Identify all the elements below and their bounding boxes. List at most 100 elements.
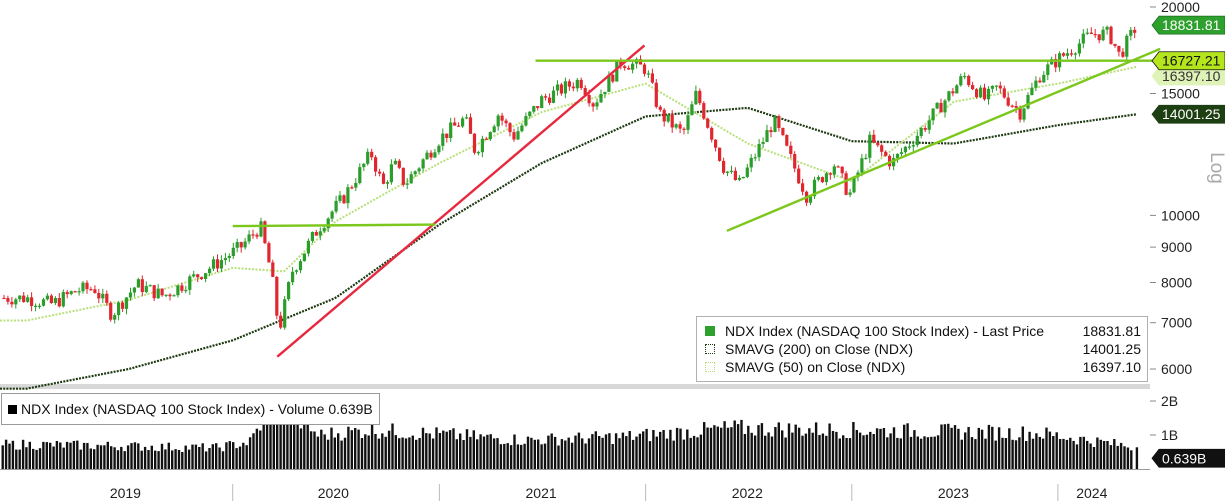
volume-bar bbox=[560, 439, 564, 469]
candle-body bbox=[769, 130, 773, 133]
candle-body bbox=[955, 85, 959, 94]
volume-bar bbox=[1126, 447, 1130, 469]
volume-bar bbox=[86, 443, 89, 469]
volume-bar bbox=[875, 428, 879, 469]
candle-body bbox=[121, 302, 125, 309]
candle-body bbox=[599, 94, 603, 103]
candle-body bbox=[623, 66, 627, 68]
candle-body bbox=[504, 120, 508, 124]
volume-bar bbox=[970, 437, 974, 469]
volume-bar bbox=[537, 439, 540, 469]
candle-body bbox=[342, 195, 346, 204]
volume-bar bbox=[28, 441, 31, 469]
volume-bar bbox=[160, 443, 164, 469]
candle-body bbox=[310, 232, 314, 241]
volume-bar bbox=[669, 429, 672, 469]
y-tick-label: 8000 bbox=[1161, 275, 1192, 291]
candle-body bbox=[41, 299, 46, 306]
candle-body bbox=[686, 115, 690, 130]
candle-body bbox=[642, 64, 647, 74]
candle-body bbox=[37, 305, 42, 307]
candle-body bbox=[603, 91, 607, 94]
volume-bar bbox=[438, 433, 442, 469]
volume-bar bbox=[431, 438, 435, 469]
candle-body bbox=[124, 297, 129, 309]
trend-line-red bbox=[276, 44, 646, 358]
candle-body bbox=[551, 90, 556, 103]
sma50-polyline bbox=[0, 65, 1138, 322]
candle-body bbox=[1062, 53, 1066, 56]
volume-bar bbox=[706, 427, 709, 469]
candle-body bbox=[405, 183, 409, 185]
volume-bar bbox=[889, 433, 892, 469]
volume-bar bbox=[147, 450, 150, 469]
volume-bar bbox=[1021, 426, 1024, 469]
candle-body bbox=[670, 114, 674, 128]
volume-bar bbox=[584, 443, 587, 469]
candle-body bbox=[528, 111, 532, 117]
candle-body bbox=[45, 295, 49, 300]
volume-bar bbox=[435, 427, 438, 469]
trend-line-green bbox=[232, 223, 436, 228]
volume-bar bbox=[570, 442, 574, 469]
volume-bar bbox=[428, 433, 431, 469]
candle-body bbox=[571, 86, 575, 89]
volume-bar bbox=[726, 427, 730, 469]
volume-bar bbox=[4, 439, 8, 469]
sma50-swatch bbox=[705, 362, 715, 372]
candle-body bbox=[662, 109, 666, 122]
volume-bar bbox=[814, 422, 818, 469]
candle-body bbox=[468, 117, 473, 134]
candle-body bbox=[1022, 108, 1026, 120]
candle-body bbox=[654, 82, 658, 107]
candle-body bbox=[93, 289, 97, 293]
candle-body bbox=[1030, 87, 1034, 95]
candle-body bbox=[1109, 26, 1113, 44]
volume-bar bbox=[377, 438, 381, 469]
y-tick-label: 7000 bbox=[1161, 315, 1192, 331]
candle-body bbox=[49, 295, 53, 303]
volume-bar bbox=[743, 434, 747, 469]
volume-bar bbox=[797, 427, 801, 469]
volume-bar bbox=[167, 442, 170, 469]
volume-bar bbox=[1119, 442, 1123, 469]
candle-body bbox=[223, 258, 227, 261]
candle-body bbox=[1065, 53, 1070, 56]
volume-bar bbox=[150, 445, 153, 469]
candle-body bbox=[322, 228, 326, 232]
volume-bar bbox=[980, 429, 984, 469]
volume-bar bbox=[909, 436, 913, 469]
volume-bar bbox=[872, 434, 875, 469]
candle-body bbox=[449, 122, 453, 138]
volume-bar bbox=[472, 430, 475, 469]
volume-bar bbox=[587, 438, 591, 469]
volume-bar bbox=[391, 423, 394, 469]
volume-bar bbox=[733, 420, 736, 469]
volume-bar bbox=[675, 427, 679, 469]
volume-bar bbox=[326, 439, 330, 469]
volume-bar bbox=[828, 423, 831, 469]
legend-row-name: SMAVG (50) on Close (NDX) bbox=[725, 359, 906, 375]
candle-body bbox=[354, 183, 358, 188]
candle-body bbox=[10, 301, 14, 305]
volume-bar bbox=[933, 436, 936, 469]
volume-bar bbox=[1089, 443, 1092, 469]
candle-body bbox=[136, 279, 140, 288]
volume-bar bbox=[208, 448, 211, 469]
price-tag-last-text: 18831.81 bbox=[1162, 17, 1221, 33]
volume-bar bbox=[157, 451, 160, 469]
candle-body bbox=[34, 305, 38, 307]
price-tag-resistance-text: 16727.21 bbox=[1162, 53, 1221, 69]
volume-bar bbox=[425, 433, 428, 469]
volume-bar bbox=[652, 430, 655, 469]
candle-body bbox=[773, 116, 777, 132]
candle-body bbox=[208, 268, 212, 274]
volume-y-tick-label: 1B bbox=[1161, 427, 1178, 443]
volume-bar bbox=[442, 430, 445, 469]
candle-body bbox=[1085, 32, 1089, 34]
candle-body bbox=[144, 286, 148, 293]
volume-bar bbox=[245, 445, 248, 469]
volume-bar bbox=[689, 437, 692, 469]
volume-bar bbox=[72, 440, 76, 469]
volume-bar bbox=[286, 415, 289, 469]
